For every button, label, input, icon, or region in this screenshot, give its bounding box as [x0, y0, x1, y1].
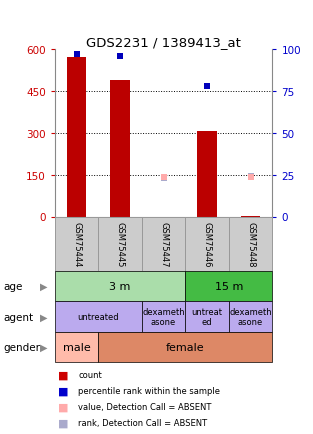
Bar — [197, 132, 217, 217]
Bar — [98, 332, 272, 362]
Text: agent: agent — [3, 312, 33, 322]
Text: ■: ■ — [58, 370, 69, 380]
Bar — [229, 302, 272, 332]
Text: dexameth
asone: dexameth asone — [142, 307, 185, 326]
Bar — [55, 302, 142, 332]
Bar — [185, 302, 229, 332]
Bar — [229, 217, 272, 271]
Text: dexameth
asone: dexameth asone — [229, 307, 272, 326]
Bar — [98, 217, 142, 271]
Text: count: count — [78, 371, 102, 380]
Text: percentile rank within the sample: percentile rank within the sample — [78, 387, 220, 395]
Text: ■: ■ — [58, 386, 69, 396]
Text: value, Detection Call = ABSENT: value, Detection Call = ABSENT — [78, 402, 212, 411]
Text: ▶: ▶ — [40, 282, 48, 291]
Text: GSM75448: GSM75448 — [246, 221, 255, 267]
Text: 3 m: 3 m — [109, 282, 131, 291]
Text: age: age — [3, 282, 23, 291]
Text: untreat
ed: untreat ed — [192, 307, 223, 326]
Bar — [67, 58, 86, 217]
Text: gender: gender — [3, 342, 40, 352]
Bar — [55, 217, 98, 271]
Text: ▶: ▶ — [40, 342, 48, 352]
Text: rank, Detection Call = ABSENT: rank, Detection Call = ABSENT — [78, 418, 208, 427]
Bar — [55, 271, 185, 302]
Text: GSM75445: GSM75445 — [115, 221, 125, 267]
Text: GSM75444: GSM75444 — [72, 221, 81, 267]
Text: 15 m: 15 m — [215, 282, 243, 291]
Text: ■: ■ — [58, 402, 69, 412]
Bar — [185, 271, 272, 302]
Bar — [110, 81, 130, 217]
Bar — [241, 216, 260, 217]
Bar — [142, 302, 185, 332]
Bar — [185, 217, 229, 271]
Text: ▶: ▶ — [40, 312, 48, 322]
Text: GSM75446: GSM75446 — [203, 221, 212, 267]
Bar — [55, 332, 98, 362]
Text: male: male — [63, 342, 90, 352]
Text: ■: ■ — [58, 418, 69, 428]
Text: untreated: untreated — [78, 312, 119, 321]
Bar — [142, 217, 185, 271]
Title: GDS2231 / 1389413_at: GDS2231 / 1389413_at — [86, 36, 241, 49]
Text: GSM75447: GSM75447 — [159, 221, 168, 267]
Text: female: female — [166, 342, 205, 352]
